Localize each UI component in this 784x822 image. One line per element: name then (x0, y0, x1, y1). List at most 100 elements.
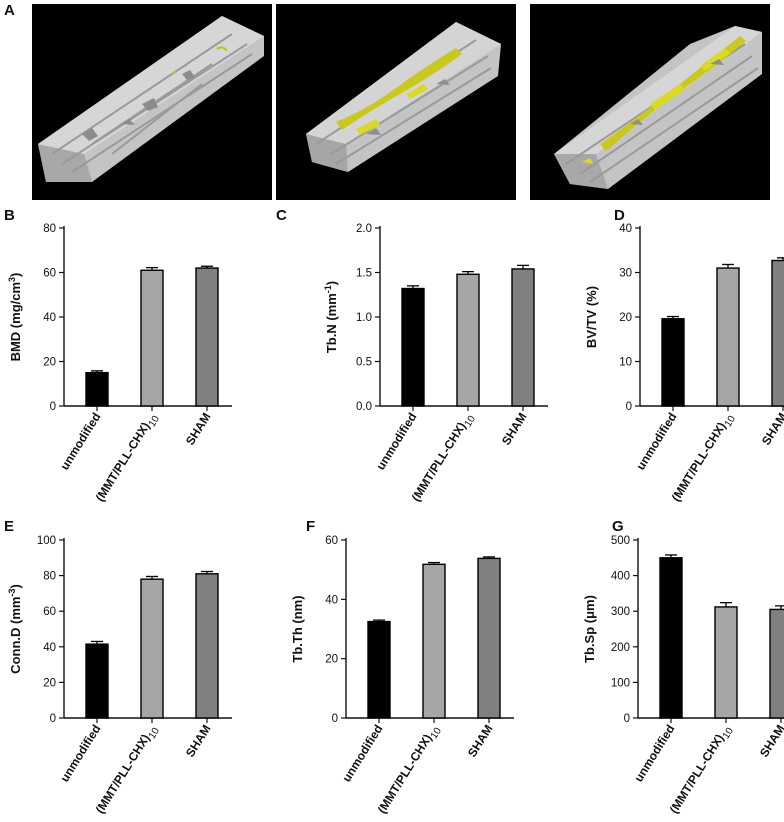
y-tick-label: 20 (43, 677, 56, 689)
y-axis-label-end: ) (8, 273, 23, 277)
x-tick-label: unmodified (633, 410, 679, 472)
x-tick-label: (MMT/PLL-CHX)10 (667, 722, 736, 818)
y-axis-label-main: Tb.Th (nm) (290, 595, 305, 662)
y-tick-label: 500 (611, 535, 630, 547)
y-axis-label: BMD (mg/cm3) (7, 273, 23, 362)
y-tick-label: 20 (619, 312, 632, 324)
y-tick-label: 0.0 (356, 401, 372, 413)
chart-tbn-svg: Tb.N (mm-1) 0.0 0.5 1.0 1.5 2.0 unmodified(MMT… (323, 223, 548, 504)
panel-label-b: B (4, 207, 15, 224)
x-tick-label: unmodified (57, 410, 103, 472)
chart-bmd: BMD (mg/cm3) 0 20 40 60 80 unmodified (MMT/PLL-… (0, 210, 260, 504)
y-tick-label: 1.5 (356, 268, 372, 280)
x-tick-label: SHAM (465, 722, 496, 759)
chart-bvtv: BV/TV (%) 0 10 20 30 40 unmodified (MMT/PLL-CHX… (530, 210, 784, 504)
y-tick-label: 1.0 (356, 312, 372, 324)
y-tick-label: 400 (611, 571, 630, 583)
x-tick-label-main: SHAM (759, 410, 784, 447)
y-tick-label: 100 (611, 677, 630, 689)
x-tick-label-main: (MMT/PLL-CHX) (93, 732, 153, 816)
bar (771, 259, 784, 407)
panel-label-g: G (612, 518, 624, 535)
y-tick-label: 60 (325, 535, 338, 547)
chart-tbsp: Tb.Sp (μm) 0 100 200 300 400 500 unmodified (MMT… (530, 522, 784, 816)
y-axis-label-superscript: 3 (7, 277, 17, 282)
y-tick-label: 60 (43, 268, 56, 280)
panel-label-d: D (614, 207, 625, 224)
y-tick-label: 200 (611, 642, 630, 654)
y-axis-label-main: Tb.Sp (μm) (582, 595, 597, 663)
bar (769, 608, 784, 719)
y-axis-label: BV/TV (%) (584, 286, 599, 348)
y-tick-label: 40 (43, 642, 56, 654)
chart-tbn: Tb.N (mm-1) 0.0 0.5 1.0 1.5 2.0 unmodified (MMT… (266, 210, 548, 504)
bar (195, 573, 219, 719)
x-tick-label-main: unmodified (339, 722, 385, 784)
y-tick-label: 80 (43, 571, 56, 583)
chart-tbth: Tb.Th (nm) 0 20 40 60 unmodified (MMT/PLL-CHX)… (266, 522, 526, 816)
x-tick-label: SHAM (183, 410, 214, 447)
y-axis-label: Tb.Th (nm) (290, 595, 305, 662)
x-tick-label: (MMT/PLL-CHX)10 (93, 410, 162, 506)
x-tick-label-main: unmodified (57, 410, 103, 472)
y-axis-label-superscript: -1 (323, 285, 333, 293)
panel-label-f: F (306, 518, 316, 535)
bar (195, 267, 219, 407)
y-tick-label: 0 (50, 713, 56, 725)
y-tick-label: 40 (43, 312, 56, 324)
y-tick-label: 80 (43, 223, 56, 235)
y-axis-label-superscript: -3 (7, 589, 17, 597)
bar (401, 287, 425, 407)
bar (140, 578, 164, 719)
microct-render-unmodified (32, 4, 272, 200)
bar (716, 267, 740, 407)
y-tick-label: 300 (611, 606, 630, 618)
x-tick-label-main: (MMT/PLL-CHX) (375, 732, 435, 816)
y-axis-label: Tb.Sp (μm) (582, 595, 597, 663)
y-tick-label: 0 (624, 713, 630, 725)
x-tick-label-main: unmodified (57, 722, 103, 784)
panel-label-c: C (276, 207, 287, 224)
y-tick-label: 30 (619, 268, 632, 280)
x-tick-label-main: SHAM (183, 722, 214, 759)
x-tick-label-main: (MMT/PLL-CHX) (93, 420, 153, 504)
y-tick-label: 0 (50, 401, 56, 413)
x-tick-label-main: SHAM (757, 722, 784, 759)
x-tick-label: (MMT/PLL-CHX)10 (409, 410, 478, 506)
y-axis-label: Conn.D (mm-3) (7, 584, 23, 674)
bar (422, 563, 446, 719)
bar (477, 557, 501, 719)
y-axis-label-end: ) (324, 281, 339, 285)
x-tick-label-main: SHAM (465, 722, 496, 759)
x-tick-label-main: SHAM (183, 410, 214, 447)
x-tick-label-main: SHAM (499, 410, 530, 447)
x-tick-label-main: unmodified (373, 410, 419, 472)
x-tick-label-main: unmodified (631, 722, 677, 784)
y-tick-label: 0.5 (356, 357, 372, 369)
bar (140, 269, 164, 407)
x-tick-label-main: (MMT/PLL-CHX) (409, 420, 469, 504)
y-tick-label: 10 (619, 357, 632, 369)
x-tick-label: (MMT/PLL-CHX)10 (669, 410, 738, 506)
x-tick-label: unmodified (339, 722, 385, 784)
bar (367, 620, 391, 719)
chart-tbth-svg: Tb.Th (nm) 0 20 40 60 unmodified(MMT/PLL-CHX)… (290, 535, 514, 816)
y-axis-label-main: Tb.N (mm (324, 293, 339, 353)
bar (456, 273, 480, 407)
x-tick-label: SHAM (757, 722, 784, 759)
x-tick-label: SHAM (499, 410, 530, 447)
x-tick-label: (MMT/PLL-CHX)10 (375, 722, 444, 818)
x-tick-label-main: (MMT/PLL-CHX) (669, 420, 729, 504)
x-tick-label: (MMT/PLL-CHX)10 (93, 722, 162, 818)
chart-connd-svg: Conn.D (mm-3) 0 20 40 60 80 100 unmodified(MMT/… (7, 535, 232, 816)
bar (714, 606, 738, 719)
x-tick-label: unmodified (57, 722, 103, 784)
y-axis-label-main: BMD (mg/cm (8, 282, 23, 361)
y-tick-label: 20 (43, 357, 56, 369)
chart-bmd-svg: BMD (mg/cm3) 0 20 40 60 80 unmodified(MMT/PLL-… (7, 223, 232, 504)
y-tick-label: 0 (626, 401, 632, 413)
y-tick-label: 60 (43, 606, 56, 618)
panel-label-e: E (4, 518, 15, 535)
microct-render-coated (276, 4, 516, 200)
x-tick-label-main: unmodified (633, 410, 679, 472)
